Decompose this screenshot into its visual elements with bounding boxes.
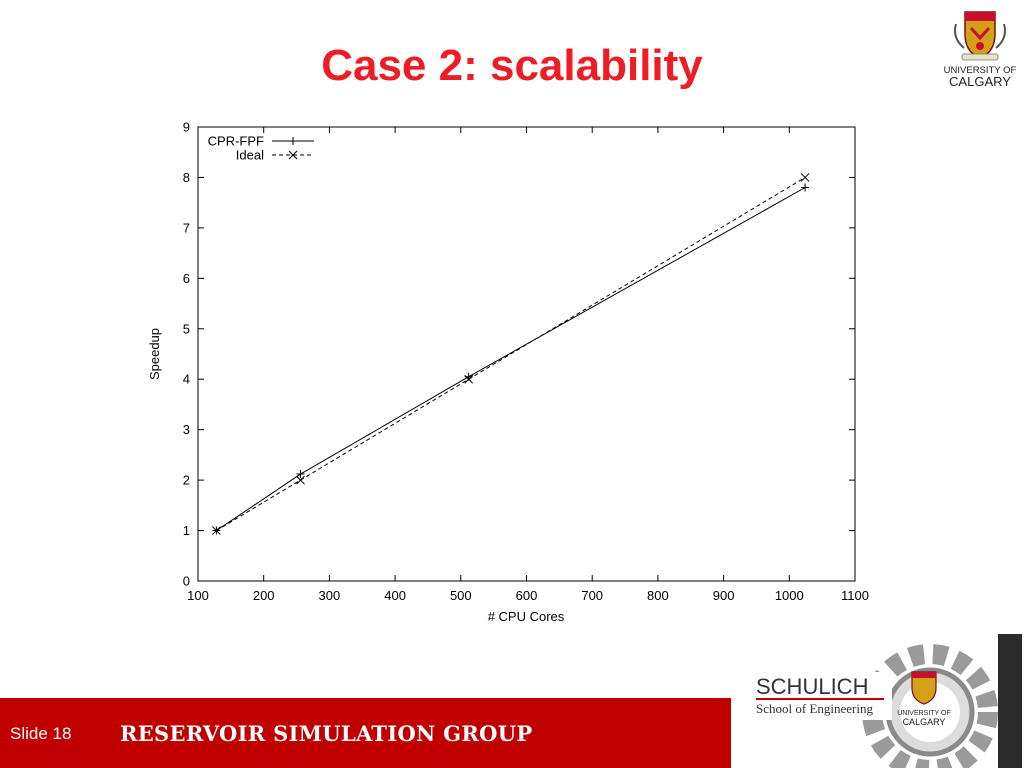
y-axis: 0 1 2 3 4 5 6 7 8 9 <box>183 120 855 589</box>
legend-label-ideal: Ideal <box>236 148 264 163</box>
x-tick-label: 700 <box>581 588 603 603</box>
x-axis-label: # CPU Cores <box>488 609 565 624</box>
y-tick-label: 3 <box>183 422 190 437</box>
x-tick-label: 200 <box>253 588 275 603</box>
y-tick-label: 0 <box>183 574 190 589</box>
x-tick-label: 100 <box>187 588 209 603</box>
series-line-ideal <box>216 176 806 532</box>
university-logo-line2: CALGARY <box>949 74 1011 89</box>
data-point-ideal <box>296 475 305 485</box>
y-tick-label: 8 <box>183 170 190 185</box>
y-tick-label: 2 <box>183 473 190 488</box>
plot-frame <box>197 126 856 582</box>
y-tick-label: 5 <box>183 321 190 336</box>
x-tick-label: 400 <box>384 588 406 603</box>
y-tick-label: 6 <box>183 271 190 286</box>
data-point-ideal <box>800 173 810 182</box>
y-tick-label: 1 <box>183 523 190 538</box>
schulich-badge-line2: CALGARY <box>903 717 946 727</box>
data-point-ideal <box>464 374 474 384</box>
y-tick-label: 9 <box>183 120 190 135</box>
series-cpr-fpf <box>212 183 810 535</box>
schulich-logo-title: SCHULICH <box>756 674 868 699</box>
x-tick-label: 900 <box>713 588 735 603</box>
legend-label-cpr-fpf: CPR-FPF <box>208 134 264 149</box>
slide-title: Case 2: scalability <box>321 41 703 90</box>
x-axis: 100 200 300 400 500 600 700 800 900 1000 1100 <box>187 127 869 603</box>
university-logo-line1: UNIVERSITY OF <box>944 65 1017 76</box>
logo-dark-strip <box>998 634 1022 768</box>
x-tick-label: 800 <box>647 588 669 603</box>
x-tick-label: 600 <box>516 588 538 603</box>
x-tick-label: 300 <box>319 588 341 603</box>
y-axis-label: Speedup <box>147 328 162 380</box>
schulich-logo: SCHULICH School of Engineering UNIVERSIT… <box>752 634 1022 768</box>
schulich-logo-subtitle: School of Engineering <box>756 701 873 716</box>
series-line-cpr-fpf <box>216 187 806 532</box>
group-name: RESERVOIR SIMULATION GROUP <box>120 721 533 746</box>
legend-marker-ideal <box>288 150 298 160</box>
schulich-badge-line1: UNIVERSITY OF <box>897 710 951 717</box>
schulich-badge-icon <box>911 671 937 705</box>
data-point-cpr-fpf <box>801 183 810 192</box>
slide-number: Slide 18 <box>10 724 72 743</box>
coat-of-arms-icon <box>954 11 1006 61</box>
x-tick-label: 1100 <box>841 588 869 603</box>
y-tick-label: 7 <box>183 220 190 235</box>
footer-bar <box>0 698 731 768</box>
data-point-cpr-fpf <box>296 470 305 479</box>
series-layer <box>212 173 810 535</box>
x-tick-label: 500 <box>450 588 472 603</box>
y-tick-label: 4 <box>183 372 190 387</box>
series-ideal <box>212 173 810 535</box>
legend-marker-cpr-fpf <box>289 137 297 145</box>
university-logo: UNIVERSITY OF CALGARY <box>944 11 1017 89</box>
data-point-ideal <box>212 526 221 535</box>
x-tick-label: 1000 <box>775 588 804 603</box>
